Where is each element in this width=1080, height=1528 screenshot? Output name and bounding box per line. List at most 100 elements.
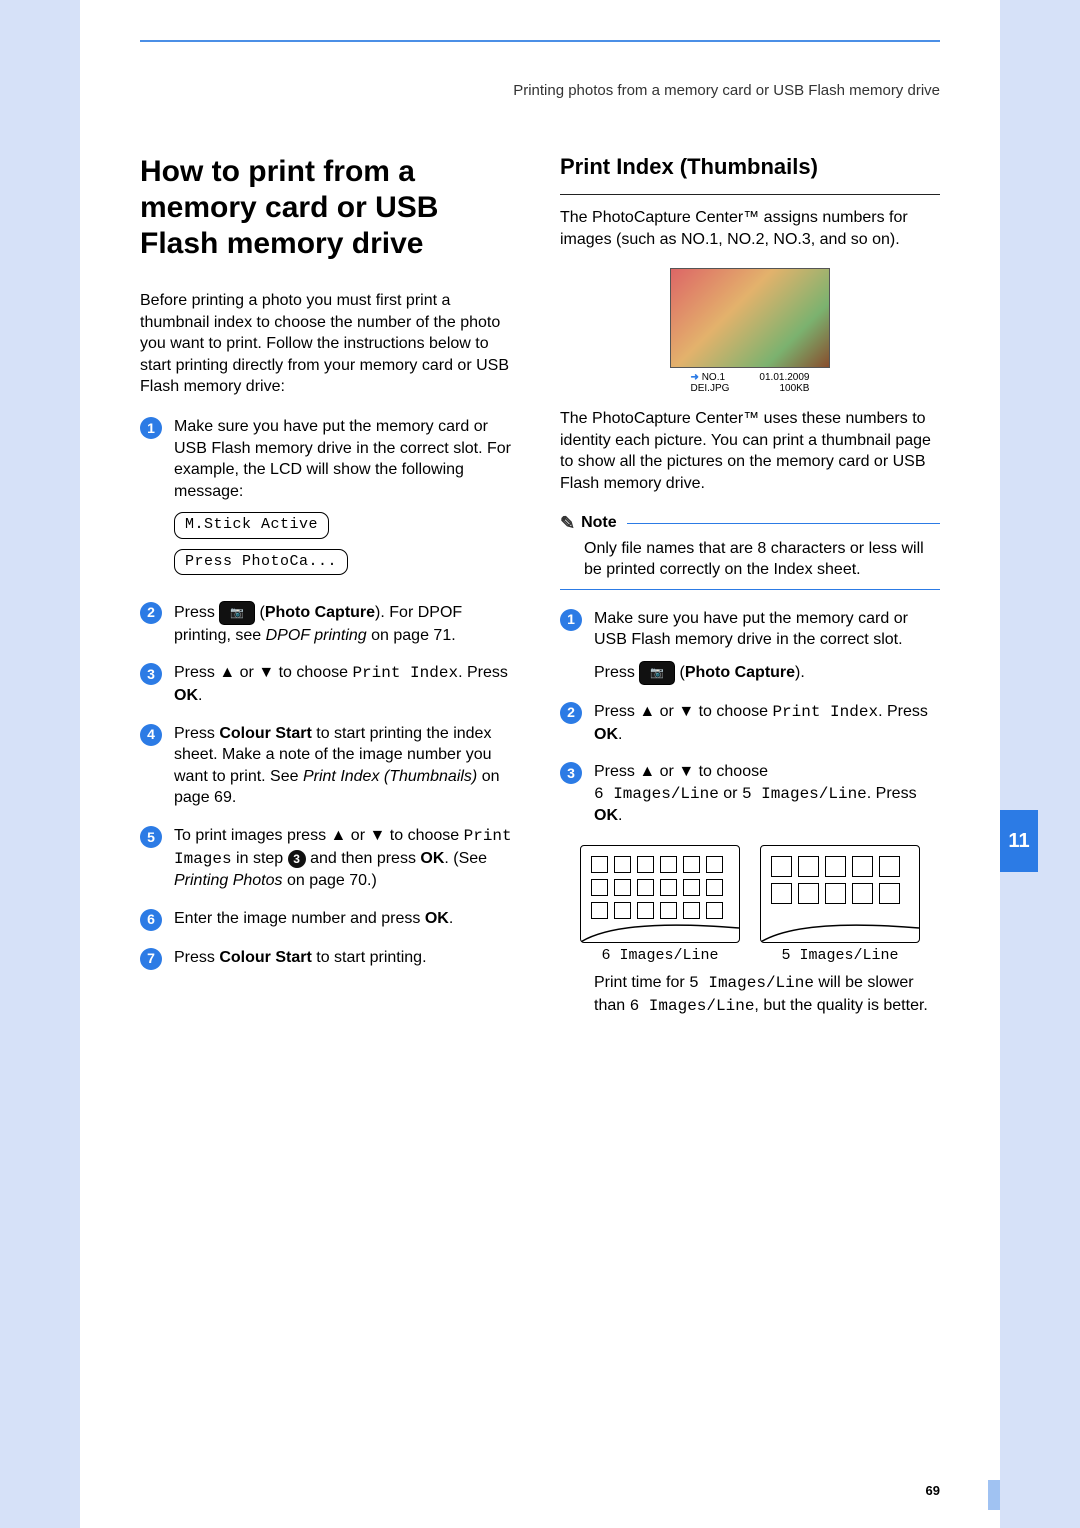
s4-bold: Colour Start bbox=[219, 725, 311, 742]
r1-a: Make sure you have put the memory card o… bbox=[594, 610, 908, 649]
intro-left: Before printing a photo you must first p… bbox=[140, 290, 520, 398]
r1-b: Press bbox=[594, 664, 639, 681]
lcd-line-1: M.Stick Active bbox=[174, 512, 329, 538]
page-number: 69 bbox=[926, 1483, 940, 1498]
left-step-4: 4 Press Colour Start to start printing t… bbox=[140, 723, 520, 809]
s7-bold: Colour Start bbox=[219, 949, 311, 966]
section-heading: Print Index (Thumbnails) bbox=[560, 154, 940, 180]
left-step-3: 3 Press ▲ or ▼ to choose Print Index. Pr… bbox=[140, 662, 520, 706]
s2-bold: Photo Capture bbox=[265, 604, 375, 621]
diagram-row: 6 Images/Line 5 Images/Line bbox=[560, 845, 940, 964]
thumbnail-image bbox=[670, 268, 830, 368]
thumb-no: NO.1 bbox=[702, 372, 725, 383]
s4-a: Press bbox=[174, 725, 219, 742]
thumb-size: 100KB bbox=[779, 383, 809, 394]
s3-b: or bbox=[235, 664, 258, 681]
r3-e: . bbox=[618, 807, 622, 824]
page: Printing photos from a memory card or US… bbox=[80, 0, 1000, 1528]
down-icon: ▼ bbox=[678, 703, 694, 720]
top-rule bbox=[140, 40, 940, 42]
down-icon: ▼ bbox=[678, 763, 694, 780]
note-rule-top bbox=[627, 523, 940, 524]
note-pencil-icon: ✎ bbox=[560, 513, 575, 534]
s6-bold: OK bbox=[425, 910, 449, 927]
intro-right: The PhotoCapture Center™ assigns numbers… bbox=[560, 207, 940, 250]
step1-text: Make sure you have put the memory card o… bbox=[174, 418, 511, 500]
s3-mono: Print Index bbox=[352, 664, 458, 682]
note-box: ✎ Note Only file names that are 8 charac… bbox=[560, 513, 940, 590]
r3-a: Press bbox=[594, 763, 639, 780]
lcd-line-2: Press PhotoCa... bbox=[174, 549, 348, 575]
s5-b: or bbox=[346, 827, 369, 844]
r1-bold: Photo Capture bbox=[685, 664, 795, 681]
p2-right: The PhotoCapture Center™ uses these numb… bbox=[560, 408, 940, 494]
up-icon: ▲ bbox=[639, 763, 655, 780]
photo-capture-key-icon bbox=[219, 601, 255, 625]
diagram-5 bbox=[760, 845, 920, 943]
s7-b: to start printing. bbox=[312, 949, 427, 966]
page-curl-icon bbox=[581, 914, 739, 942]
r2-c: to choose bbox=[694, 703, 772, 720]
thumbnail-caption: ➜ NO.1DEI.JPG 01.01.2009100KB bbox=[560, 372, 940, 394]
r3-d: . Press bbox=[867, 785, 917, 802]
r3-bold: OK bbox=[594, 807, 618, 824]
r3-or: or bbox=[719, 785, 742, 802]
down-icon: ▼ bbox=[369, 827, 385, 844]
bot-a: Print time for bbox=[594, 974, 689, 991]
note-body: Only file names that are 8 characters or… bbox=[560, 534, 940, 590]
diagram-5-per-line: 5 Images/Line bbox=[760, 845, 920, 964]
arrow-icon: ➜ bbox=[691, 372, 699, 383]
step-bullet-4: 4 bbox=[140, 724, 162, 746]
left-step-1: 1 Make sure you have put the memory card… bbox=[140, 416, 520, 585]
r3-c: to choose bbox=[694, 763, 768, 780]
right-step-1: 1 Make sure you have put the memory card… bbox=[560, 608, 940, 685]
step-bullet-1: 1 bbox=[140, 417, 162, 439]
up-icon: ▲ bbox=[219, 664, 235, 681]
r2-e: . bbox=[618, 726, 622, 743]
bottom-note: Print time for 5 Images/Line will be slo… bbox=[560, 972, 940, 1017]
s5-g: on page 70.) bbox=[283, 872, 377, 889]
diagram-6 bbox=[580, 845, 740, 943]
diag6-label: 6 Images/Line bbox=[580, 947, 740, 964]
s5-e: and then press bbox=[306, 850, 421, 867]
s3-a: Press bbox=[174, 664, 219, 681]
s2-ital: DPOF printing bbox=[266, 627, 367, 644]
bot-mono2: 6 Images/Line bbox=[630, 997, 755, 1015]
step-bullet-2r: 2 bbox=[560, 702, 582, 724]
r3-b: or bbox=[655, 763, 678, 780]
s3-bold: OK bbox=[174, 687, 198, 704]
right-step-3: 3 Press ▲ or ▼ to choose 6 Images/Line o… bbox=[560, 761, 940, 827]
thumb-file: DEI.JPG bbox=[691, 383, 730, 394]
r2-bold: OK bbox=[594, 726, 618, 743]
right-column: Print Index (Thumbnails) The PhotoCaptur… bbox=[560, 154, 940, 1035]
left-step-2: 2 Press (Photo Capture). For DPOF printi… bbox=[140, 601, 520, 647]
s5-f: . (See bbox=[444, 850, 487, 867]
s5-bold: OK bbox=[420, 850, 444, 867]
step-bullet-7: 7 bbox=[140, 948, 162, 970]
page-title: How to print from a memory card or USB F… bbox=[140, 154, 520, 262]
right-step-2: 2 Press ▲ or ▼ to choose Print Index. Pr… bbox=[560, 701, 940, 745]
s5-a: To print images press bbox=[174, 827, 331, 844]
r2-b: or bbox=[655, 703, 678, 720]
step-bullet-6: 6 bbox=[140, 909, 162, 931]
thumb-date: 01.01.2009 bbox=[759, 372, 809, 383]
step-ref-3-icon: 3 bbox=[288, 850, 306, 868]
s6-a: Enter the image number and press bbox=[174, 910, 425, 927]
page-curl-icon bbox=[761, 914, 919, 942]
step-bullet-2: 2 bbox=[140, 602, 162, 624]
diagram-6-per-line: 6 Images/Line bbox=[580, 845, 740, 964]
left-step-6: 6 Enter the image number and press OK. bbox=[140, 908, 520, 931]
s5-ital: Printing Photos bbox=[174, 872, 283, 889]
note-title: Note bbox=[581, 514, 617, 532]
down-icon: ▼ bbox=[258, 664, 274, 681]
up-icon: ▲ bbox=[331, 827, 347, 844]
h2-rule bbox=[560, 194, 940, 195]
step-bullet-3: 3 bbox=[140, 663, 162, 685]
s5-d: in step bbox=[232, 850, 288, 867]
step-bullet-3r: 3 bbox=[560, 762, 582, 784]
step-bullet-5: 5 bbox=[140, 826, 162, 848]
s5-c: to choose bbox=[385, 827, 463, 844]
r3-mono1: 6 Images/Line bbox=[594, 785, 719, 803]
photo-capture-key-icon bbox=[639, 661, 675, 685]
s3-c: to choose bbox=[274, 664, 352, 681]
